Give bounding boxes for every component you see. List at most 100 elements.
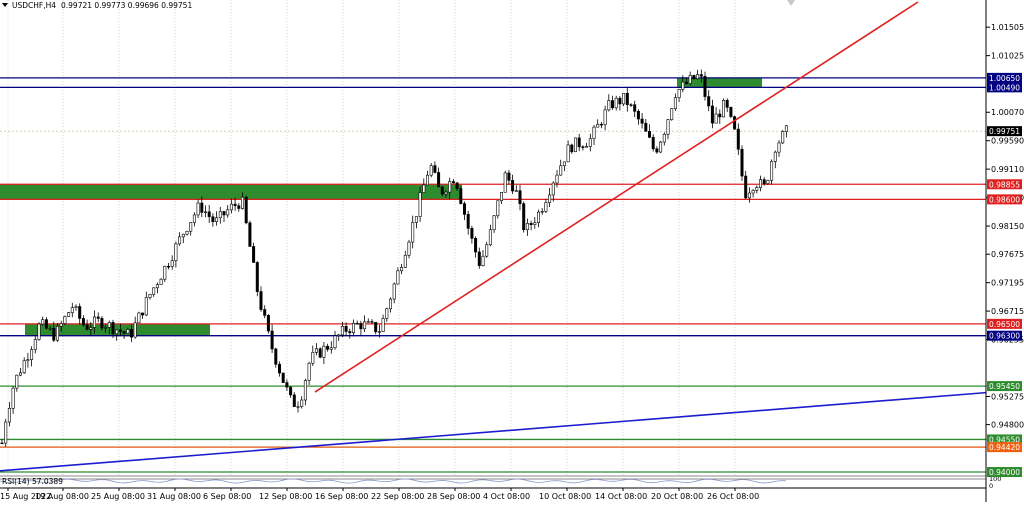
candle-body: [710, 105, 714, 124]
price-level-tag-label: 0.96300: [989, 332, 1020, 341]
candle-body: [314, 348, 318, 353]
candle-body: [241, 196, 245, 209]
candle-body: [22, 360, 26, 374]
price-level-tag-label: 0.95450: [989, 382, 1020, 391]
candle-body: [59, 323, 63, 327]
candle-body: [525, 223, 529, 231]
candle-body: [100, 318, 104, 329]
candle-body: [0, 442, 4, 445]
levels-layer: [0, 77, 986, 473]
rsi-panel: RSI(14) 57.0389 100 0: [0, 475, 1001, 490]
time-tick-label: 15 Aug 2022: [0, 492, 51, 501]
candle-body: [707, 96, 711, 107]
time-tick-label: 25 Aug 08:00: [91, 492, 145, 501]
candle-body: [770, 161, 774, 181]
candle-body: [192, 214, 196, 223]
candle-body: [155, 284, 159, 289]
candle-body: [518, 190, 522, 204]
candle-body: [281, 372, 285, 383]
candle-body: [758, 179, 762, 188]
candle-body: [41, 319, 45, 325]
price-level-tag: [987, 467, 1022, 478]
candle-body: [366, 321, 370, 323]
candle-body: [215, 217, 219, 222]
candle-body: [644, 122, 648, 132]
rsi-line: [0, 478, 787, 484]
candle-body: [259, 291, 263, 310]
candle-body: [333, 335, 337, 349]
candle-body: [93, 316, 97, 328]
rsi-scale-bottom: 0: [989, 482, 993, 490]
candle-body: [618, 97, 622, 105]
price-tick-label: 0.94800: [991, 421, 1024, 430]
candle-body: [52, 327, 56, 341]
price-level-tag: [987, 72, 1022, 83]
candle-body: [503, 172, 507, 193]
trendline-blue[interactable]: [0, 391, 987, 472]
price-tick-label: 0.96715: [991, 307, 1024, 316]
candle-body: [163, 265, 167, 280]
candle-body: [337, 334, 341, 337]
candle-body: [747, 192, 751, 199]
candle-body: [326, 345, 330, 350]
price-level-tag: [987, 434, 1022, 445]
price-level-tag-label: 0.98600: [989, 195, 1020, 204]
candle-body: [499, 192, 503, 202]
rsi-scale-top: 100: [989, 475, 1001, 483]
collapse-icon[interactable]: [2, 3, 8, 7]
candle-body: [559, 165, 563, 176]
candle-body: [666, 119, 670, 135]
candle-body: [529, 223, 533, 225]
price-tick-label: 1.01505: [991, 23, 1024, 32]
candle-body: [714, 113, 718, 124]
candle-body: [729, 107, 733, 117]
candle-body: [30, 349, 34, 360]
trendline-red[interactable]: [314, 1, 919, 393]
candle-body: [566, 144, 570, 163]
candle-body: [718, 113, 722, 118]
candle-body: [178, 236, 182, 245]
price-tick-label: 0.99110: [991, 165, 1024, 174]
ohlc-label: 0.99721 0.99773 0.99696 0.99751: [61, 1, 192, 10]
candle-body: [18, 372, 22, 376]
candle-body: [751, 190, 755, 194]
candles-layer: [0, 69, 788, 447]
candle-body: [455, 182, 459, 189]
candle-body: [433, 165, 437, 173]
candle-body: [222, 211, 226, 216]
time-tick-label: 6 Sep 08:00: [203, 492, 251, 501]
candle-body: [588, 138, 592, 147]
candle-body: [4, 421, 8, 444]
candle-body: [174, 243, 178, 262]
candle-body: [492, 215, 496, 231]
candle-body: [581, 146, 585, 148]
time-tick-label: 14 Oct 08:00: [595, 492, 647, 501]
shift-marker-icon[interactable]: [787, 0, 795, 6]
candle-body: [289, 386, 293, 396]
candle-body: [725, 99, 729, 108]
price-level-tag: [987, 82, 1022, 93]
price-level-tag: [987, 318, 1022, 329]
price-level-tag: [987, 442, 1022, 453]
candle-body: [355, 322, 359, 325]
price-tick-label: 0.97195: [991, 279, 1024, 288]
candle-body: [585, 146, 589, 148]
candle-body: [130, 329, 134, 338]
price-level-tag: [987, 179, 1022, 190]
price-level-tag: [987, 381, 1022, 392]
candle-body: [15, 374, 19, 389]
time-tick-label: 10 Oct 08:00: [539, 492, 591, 501]
candle-body: [540, 211, 544, 213]
candle-body: [181, 233, 185, 238]
candle-body: [348, 331, 352, 334]
candle-body: [422, 184, 426, 193]
candle-body: [496, 200, 500, 217]
candle-body: [141, 312, 145, 316]
candle-body: [407, 241, 411, 256]
candle-body: [766, 180, 770, 184]
candle-body: [440, 186, 444, 195]
candle-body: [226, 209, 230, 216]
